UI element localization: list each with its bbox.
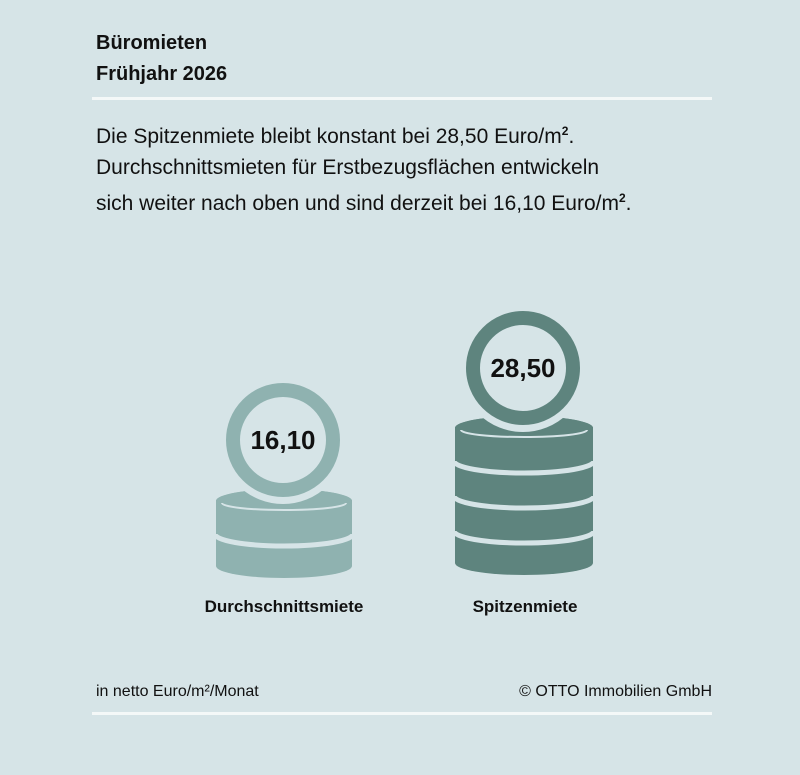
description-line-1: Die Spitzenmiete bleibt konstant bei 28,… bbox=[96, 125, 562, 148]
superscript: 2 bbox=[618, 191, 626, 205]
coin-separator bbox=[451, 460, 597, 476]
category-label-durchschnittsmiete: Durchschnittsmiete bbox=[204, 597, 364, 616]
top-divider bbox=[92, 97, 712, 100]
value-label: 28,50 bbox=[490, 353, 555, 383]
copyright: © OTTO Immobilien GmbH bbox=[519, 683, 712, 700]
description: Die Spitzenmiete bleibt konstant bei 28,… bbox=[96, 116, 736, 219]
period: . bbox=[568, 125, 575, 148]
coin-separator bbox=[451, 530, 597, 546]
description-line-3: sich weiter nach oben und sind derzeit b… bbox=[96, 192, 619, 215]
category-label-spitzenmiete: Spitzenmiete bbox=[472, 597, 578, 616]
value-label: 16,10 bbox=[250, 425, 315, 455]
coin-ring bbox=[226, 383, 340, 497]
coin-ring bbox=[466, 311, 580, 425]
unit-note: in netto Euro/m²/Monat bbox=[96, 683, 259, 700]
subtitle: Frühjahr 2026 bbox=[96, 63, 228, 85]
coin-stack bbox=[455, 416, 593, 575]
coin-top-edge bbox=[460, 429, 588, 438]
bottom-divider bbox=[92, 712, 712, 715]
coin-separator bbox=[451, 495, 597, 511]
superscript: 2 bbox=[561, 124, 569, 138]
title: Büromieten bbox=[96, 32, 208, 54]
coin-top-edge bbox=[221, 502, 347, 511]
coin-separator bbox=[212, 533, 356, 549]
description-line-2: Durchschnittsmieten für Erstbezugsfläche… bbox=[96, 156, 600, 179]
period: . bbox=[625, 192, 632, 215]
